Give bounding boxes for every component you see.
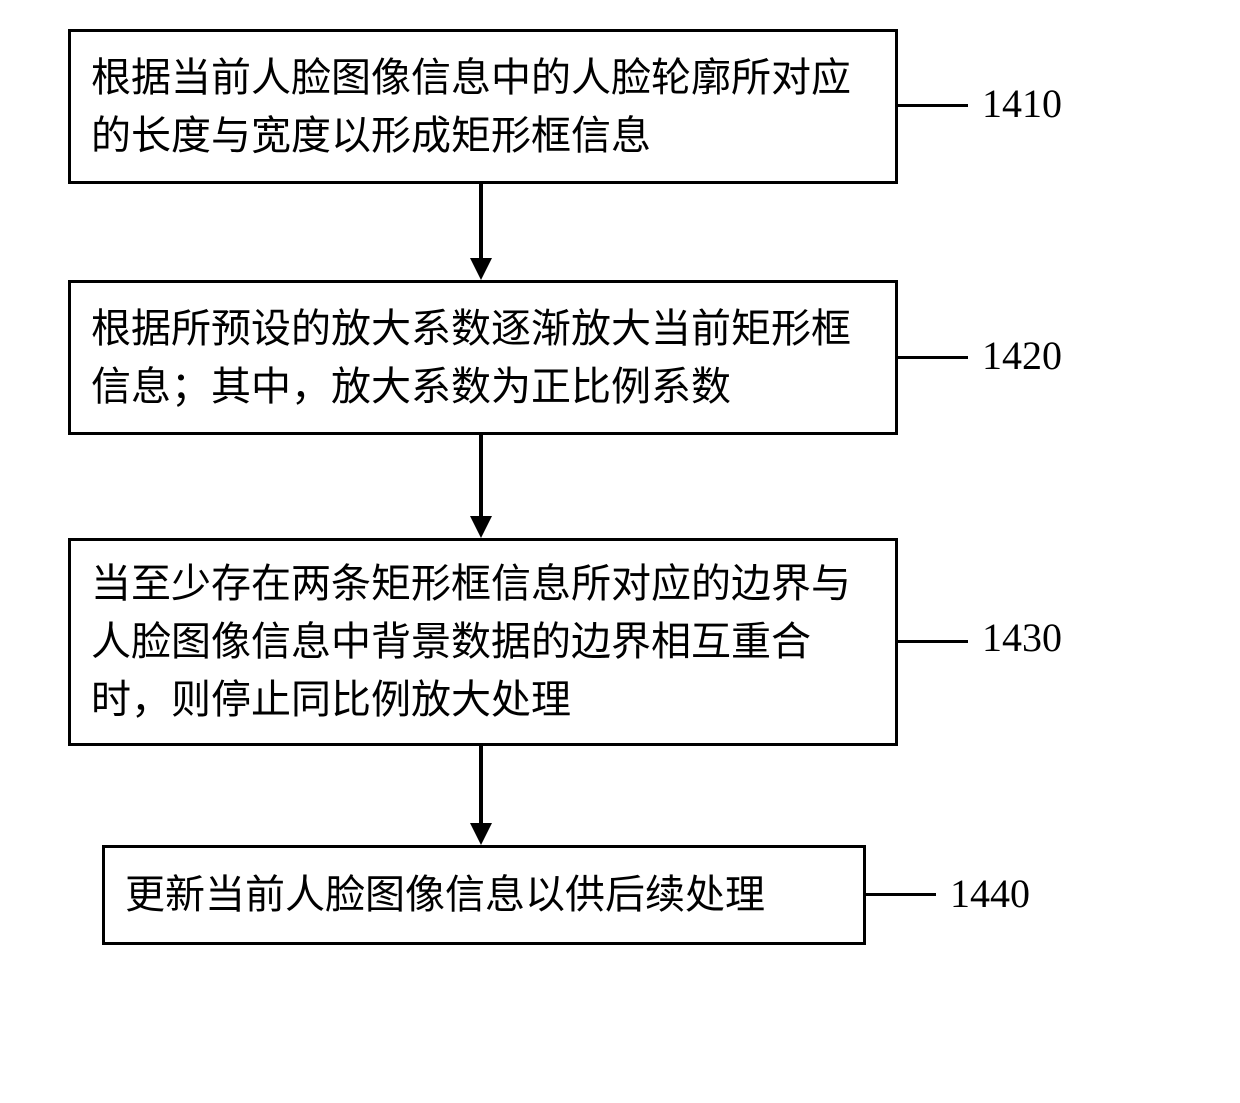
- arrow-2-3-line: [479, 435, 483, 516]
- flowchart-node-2-text: 根据所预设的放大系数逐渐放大当前矩形框信息；其中，放大系数为正比例系数: [91, 300, 875, 416]
- leader-line-2: [898, 356, 968, 359]
- flowchart-node-4-text: 更新当前人脸图像信息以供后续处理: [125, 866, 843, 924]
- flowchart-node-4: 更新当前人脸图像信息以供后续处理: [102, 845, 866, 945]
- leader-line-4: [866, 893, 936, 896]
- flowchart-canvas: 根据当前人脸图像信息中的人脸轮廓所对应的长度与宽度以形成矩形框信息 1410 根…: [0, 0, 1240, 1103]
- arrow-3-4-head: [470, 823, 492, 845]
- flowchart-label-2: 1420: [982, 332, 1062, 379]
- flowchart-node-1: 根据当前人脸图像信息中的人脸轮廓所对应的长度与宽度以形成矩形框信息: [68, 29, 898, 184]
- arrow-3-4-line: [479, 746, 483, 823]
- flowchart-label-3: 1430: [982, 614, 1062, 661]
- flowchart-node-2: 根据所预设的放大系数逐渐放大当前矩形框信息；其中，放大系数为正比例系数: [68, 280, 898, 435]
- arrow-1-2-head: [470, 258, 492, 280]
- flowchart-node-3-text: 当至少存在两条矩形框信息所对应的边界与人脸图像信息中背景数据的边界相互重合时，则…: [91, 555, 875, 729]
- flowchart-node-3: 当至少存在两条矩形框信息所对应的边界与人脸图像信息中背景数据的边界相互重合时，则…: [68, 538, 898, 746]
- flowchart-label-1: 1410: [982, 80, 1062, 127]
- arrow-2-3-head: [470, 516, 492, 538]
- leader-line-1: [898, 104, 968, 107]
- leader-line-3: [898, 640, 968, 643]
- flowchart-node-1-text: 根据当前人脸图像信息中的人脸轮廓所对应的长度与宽度以形成矩形框信息: [91, 49, 875, 165]
- flowchart-label-4: 1440: [950, 870, 1030, 917]
- arrow-1-2-line: [479, 184, 483, 258]
